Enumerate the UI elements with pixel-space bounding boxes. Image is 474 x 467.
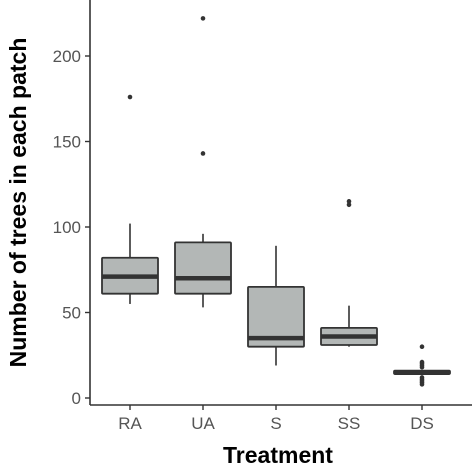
y-axis-title-group: Number of trees in each patch: [5, 38, 31, 368]
y-tick-label: 0: [72, 389, 81, 408]
y-tick-label: 50: [62, 304, 81, 323]
outlier-point: [200, 16, 206, 21]
outlier-point: [419, 344, 425, 350]
y-tick-label: 200: [53, 47, 81, 66]
y-tick-label: 100: [53, 218, 81, 237]
outlier-point: [346, 199, 352, 204]
box-ua: [174, 241, 232, 295]
outlier-point: [200, 151, 206, 156]
x-tick-label: DS: [410, 414, 434, 433]
outlier-point: [419, 382, 425, 387]
x-tick-label: RA: [118, 414, 142, 433]
x-tick-label: SS: [338, 414, 361, 433]
x-axis-title: Treatment: [223, 442, 333, 467]
y-tick-label: 150: [53, 133, 81, 152]
y-axis-title: Number of trees in each patch: [5, 38, 31, 368]
x-tick-label: UA: [191, 414, 215, 433]
x-tick-label: S: [270, 414, 281, 433]
outlier-point: [346, 202, 352, 208]
box-s: [247, 285, 305, 348]
outlier-point: [127, 94, 133, 100]
outlier-point: [419, 364, 425, 370]
